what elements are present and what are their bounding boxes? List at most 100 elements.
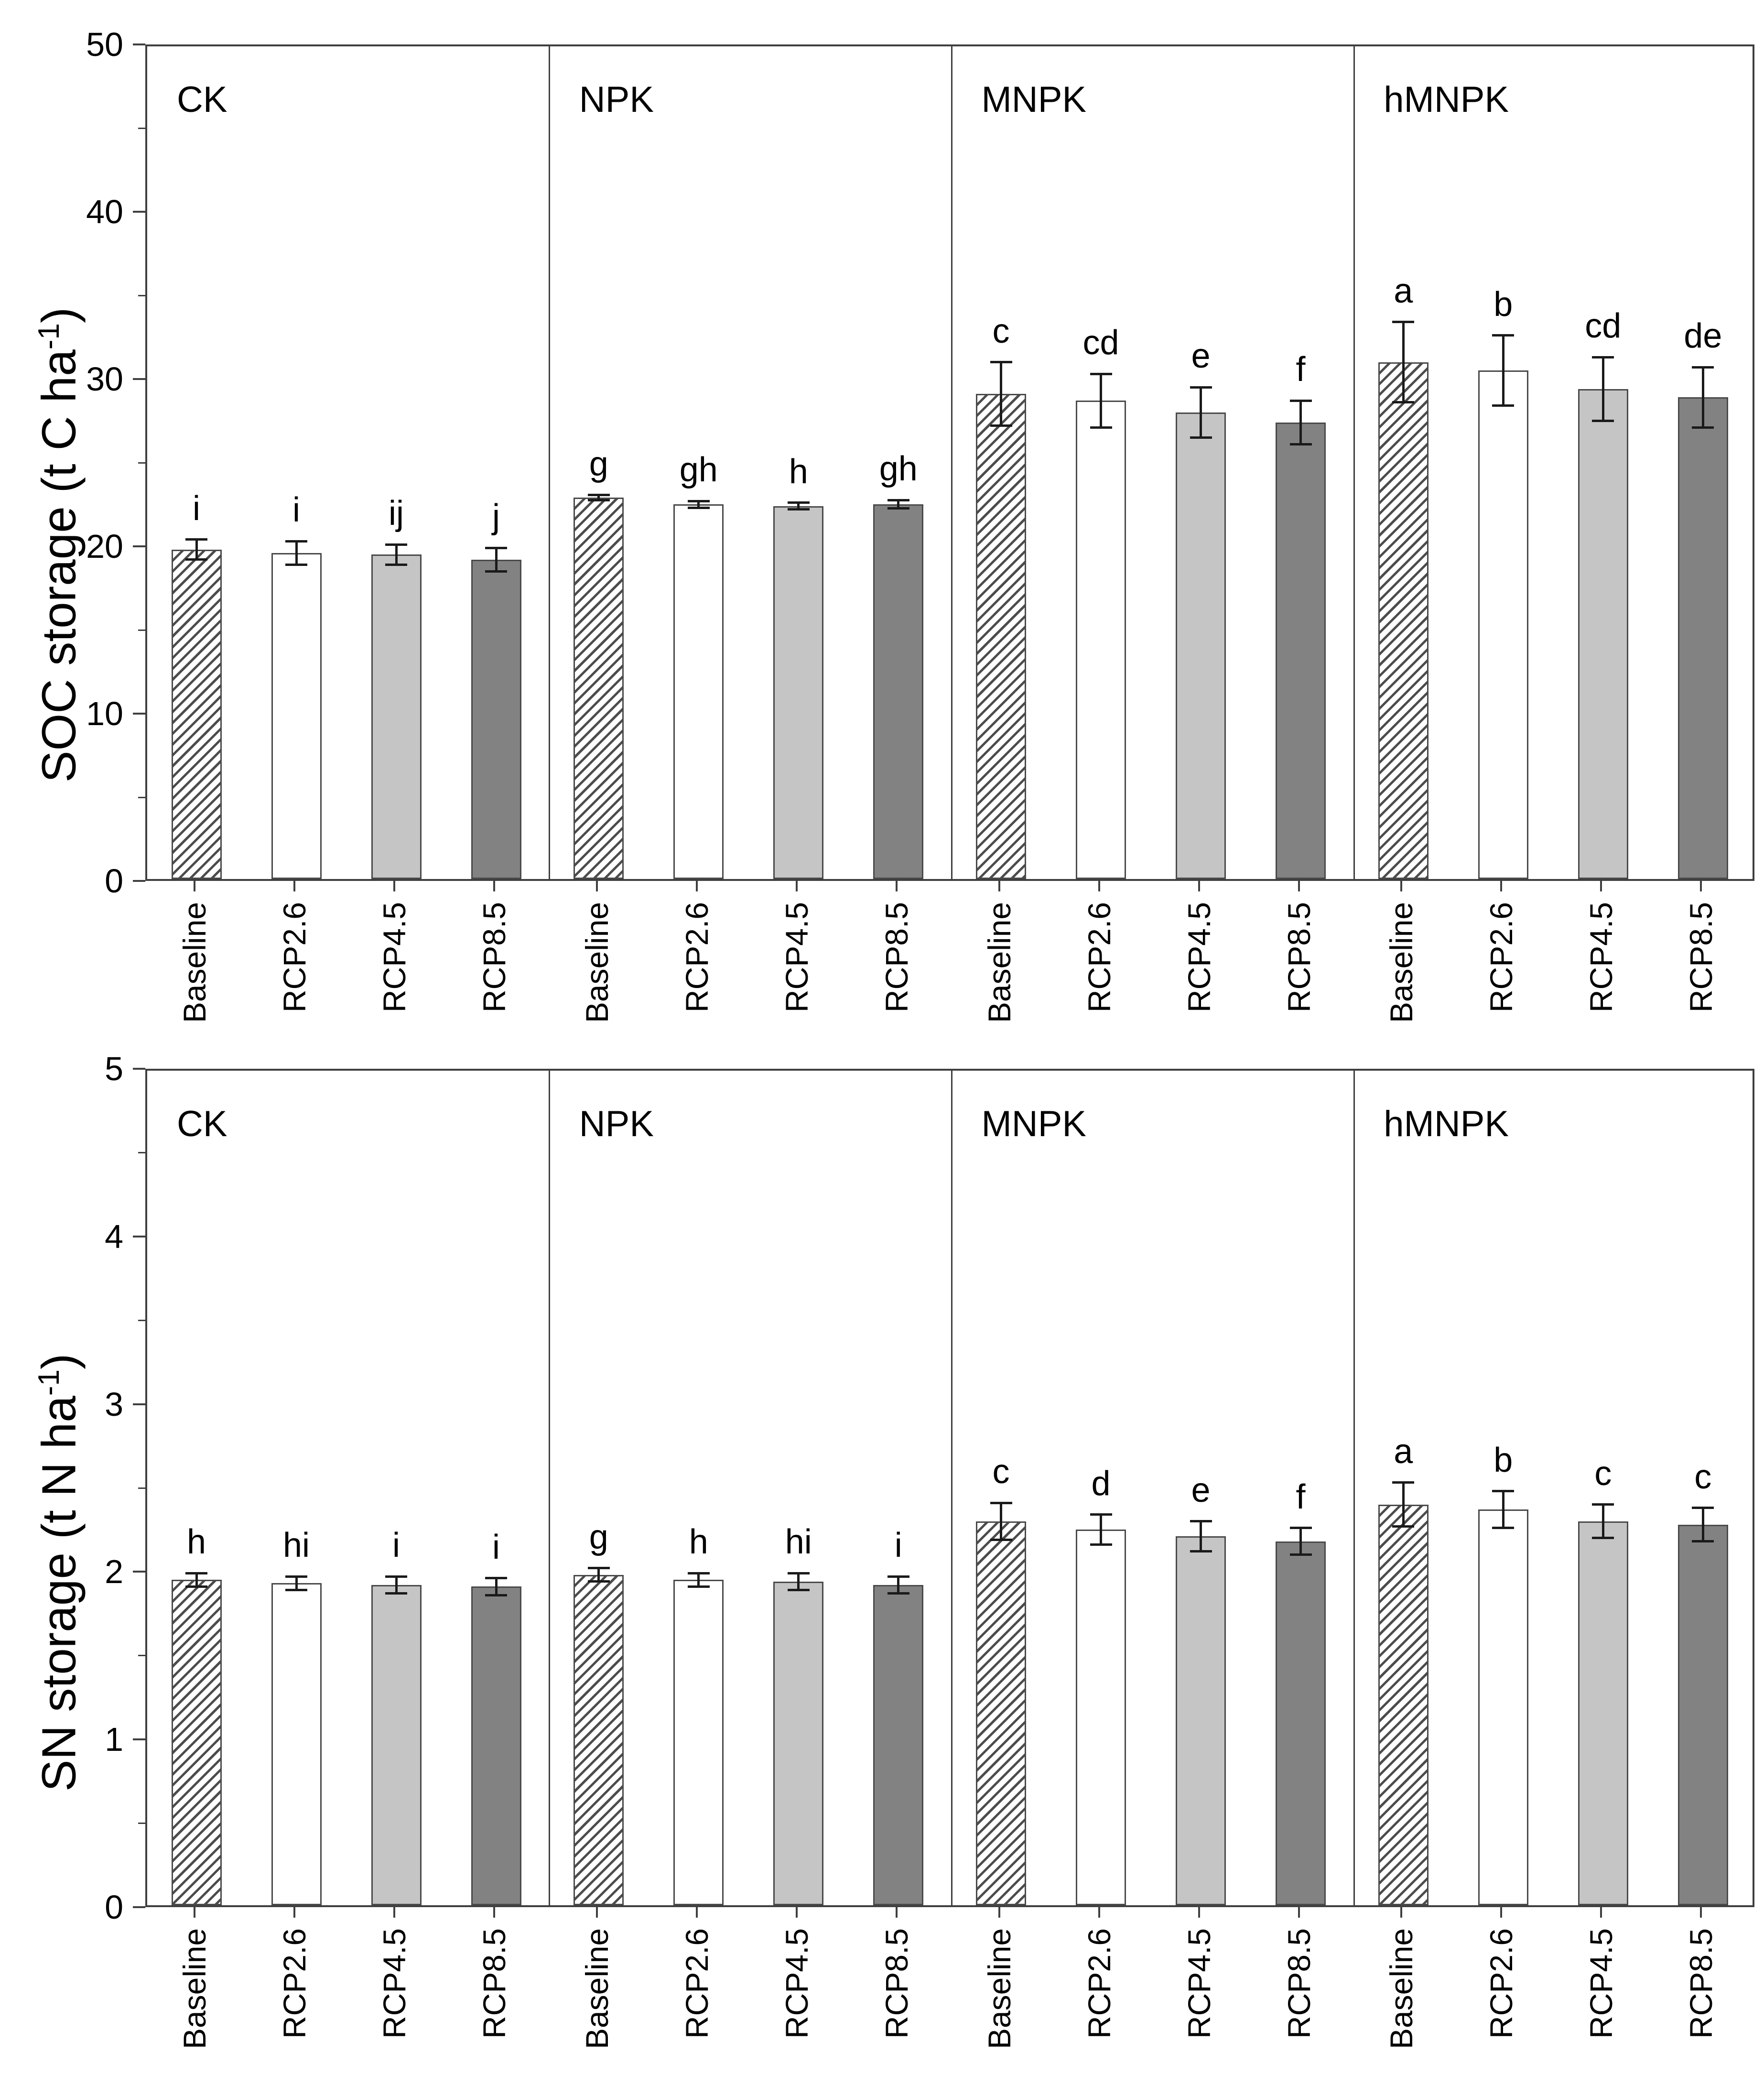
y-minor-tick [138, 1655, 145, 1657]
x-tick [1700, 881, 1702, 891]
error-bar-cap-bottom [285, 563, 307, 566]
bar-soc-hMNPK-RCP8.5 [1677, 397, 1728, 879]
error-bar-cap-bottom [990, 1538, 1012, 1541]
x-tick-label-RCP8.5: RCP8.5 [878, 902, 914, 1013]
error-bar-cap-bottom [1090, 426, 1112, 429]
error-bar-line [1000, 362, 1002, 426]
x-tick-label-Baseline: Baseline [1384, 902, 1419, 1023]
bar-soc-CK-RCP2.6 [271, 553, 322, 879]
sig-letter: a [1394, 271, 1413, 310]
sig-letter: g [589, 1518, 608, 1556]
error-bar-cap-bottom [587, 499, 610, 501]
y-tick-label: 4 [105, 1217, 123, 1255]
x-tick [795, 1907, 798, 1918]
error-bar-cap-bottom [485, 570, 507, 573]
x-tick-label-Baseline: Baseline [981, 1928, 1017, 2050]
bar-sn-NPK-Baseline [574, 1574, 624, 1905]
sig-letter: e [1191, 1471, 1211, 1509]
bar-soc-NPK-RCP8.5 [873, 504, 924, 879]
bar-sn-hMNPK-RCP2.6 [1478, 1509, 1528, 1905]
x-tick [1600, 1907, 1602, 1918]
bar-soc-hMNPK-RCP4.5 [1578, 389, 1628, 879]
x-tick [194, 1907, 195, 1918]
y-minor-tick [138, 1823, 145, 1824]
x-tick-label-RCP4.5: RCP4.5 [779, 902, 814, 1013]
error-bar-line [797, 502, 800, 510]
error-bar-line [195, 1573, 198, 1587]
bar-sn-CK-RCP2.6 [271, 1583, 322, 1905]
group-label-hMNPK: hMNPK [1384, 1104, 1509, 1144]
x-tick [695, 1907, 698, 1918]
y-tick [133, 1068, 145, 1070]
error-bar-line [1100, 1514, 1102, 1545]
bar-sn-CK-RCP4.5 [371, 1585, 422, 1905]
x-tick-label-RCP8.5: RCP8.5 [1683, 1928, 1719, 2039]
sig-letter: h [186, 1523, 206, 1562]
x-tick-label-RCP8.5: RCP8.5 [1683, 902, 1719, 1013]
x-tick [795, 881, 798, 891]
y-axis-label-sn-close: ) [32, 1353, 86, 1370]
y-minor-tick [138, 1151, 145, 1153]
x-tick-label-RCP4.5: RCP4.5 [377, 1928, 412, 2039]
bar-sn-MNPK-RCP2.6 [1076, 1530, 1126, 1905]
y-minor-tick [138, 462, 145, 464]
x-tick-label-RCP2.6: RCP2.6 [1081, 1928, 1117, 2039]
sig-letter: cd [1585, 307, 1622, 345]
error-bar-line [897, 1576, 900, 1594]
error-bar-line [1000, 1503, 1002, 1540]
group-label-NPK: NPK [579, 79, 654, 120]
y-tick-label: 50 [86, 26, 123, 63]
group-label-CK: CK [177, 1104, 227, 1144]
bar-sn-hMNPK-RCP4.5 [1578, 1521, 1628, 1905]
error-bar-cap-bottom [185, 558, 207, 561]
x-tick [695, 881, 698, 891]
bar-sn-hMNPK-RCP8.5 [1677, 1524, 1728, 1905]
error-bar-cap-bottom [1392, 1525, 1415, 1528]
error-bar-cap-top [1592, 356, 1614, 358]
error-bar-cap-top [1592, 1503, 1614, 1506]
bar-soc-MNPK-Baseline [976, 394, 1026, 879]
x-tick [1500, 1907, 1503, 1918]
x-tick-label-RCP2.6: RCP2.6 [679, 1928, 714, 2039]
x-tick [1098, 881, 1100, 891]
y-minor-tick [138, 629, 145, 631]
error-bar-line [597, 1568, 600, 1582]
x-tick [1198, 1907, 1200, 1918]
error-bar-line [1100, 374, 1102, 427]
error-bar-cap-bottom [1289, 1553, 1312, 1556]
error-bar-cap-bottom [587, 1580, 610, 1583]
x-tick-label-Baseline: Baseline [177, 902, 212, 1023]
x-tick-label-RCP2.6: RCP2.6 [1483, 902, 1519, 1013]
error-bar-cap-top [1090, 372, 1112, 375]
x-tick [1400, 881, 1403, 891]
sig-letter: hi [282, 1526, 310, 1565]
error-bar-line [1602, 357, 1604, 421]
x-tick [293, 881, 295, 891]
error-bar-cap-top [587, 1567, 610, 1570]
bar-sn-MNPK-Baseline [976, 1521, 1026, 1905]
error-bar-cap-top [1190, 386, 1212, 389]
bar-soc-hMNPK-Baseline [1378, 362, 1429, 879]
x-tick-label-RCP8.5: RCP8.5 [476, 902, 512, 1013]
y-tick-label: 3 [105, 1385, 123, 1423]
x-tick-label-RCP4.5: RCP4.5 [779, 1928, 814, 2039]
bar-sn-CK-RCP8.5 [471, 1586, 521, 1905]
error-bar-line [1299, 1528, 1302, 1555]
sig-letter: h [689, 1523, 708, 1562]
bar-soc-MNPK-RCP4.5 [1176, 412, 1226, 879]
error-bar-line [295, 541, 298, 564]
y-minor-tick [138, 1319, 145, 1321]
bar-sn-NPK-RCP4.5 [773, 1581, 824, 1905]
sig-letter: f [1296, 1477, 1306, 1516]
y-minor-tick [138, 796, 145, 798]
error-bar-cap-bottom [1492, 1527, 1515, 1530]
sig-letter: i [492, 1528, 500, 1566]
error-bar-line [1602, 1504, 1604, 1538]
bar-soc-MNPK-RCP2.6 [1076, 401, 1126, 879]
sig-letter: d [1091, 1464, 1111, 1503]
sig-letter: gh [879, 450, 918, 488]
sig-letter: ij [389, 494, 404, 532]
error-bar-cap-bottom [385, 563, 407, 566]
error-bar-cap-top [1289, 399, 1312, 402]
x-tick-label-RCP4.5: RCP4.5 [1583, 1928, 1619, 2039]
